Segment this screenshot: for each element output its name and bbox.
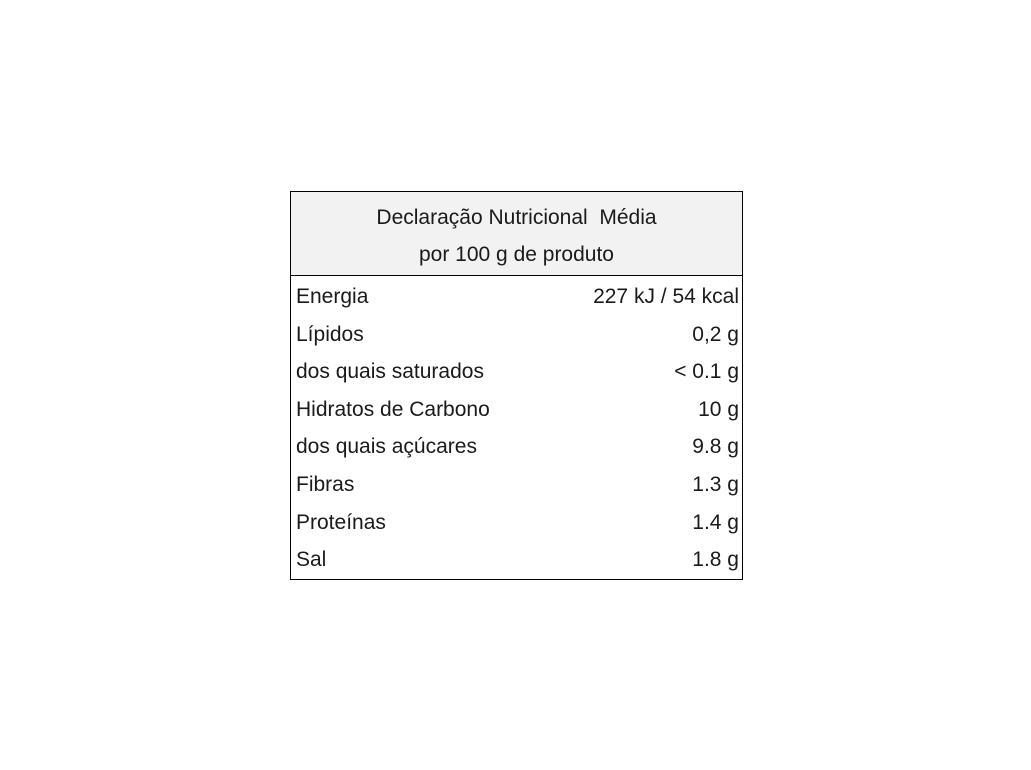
- row-label: Energia: [296, 285, 369, 308]
- table-subtitle: por 100 g de produto: [419, 243, 614, 266]
- row-label: Fibras: [296, 472, 355, 496]
- row-value: 227 kJ / 54 kcal: [593, 285, 739, 308]
- table-row: Proteínas 1.4 g: [291, 504, 742, 542]
- table-row: Fibras 1.3 g: [291, 466, 742, 504]
- table-row: Energia 227 kJ / 54 kcal: [291, 278, 742, 316]
- table-row: Hidratos de Carbono 10 g: [291, 391, 742, 429]
- table-row: Sal 1.8 g: [291, 541, 742, 579]
- row-value: 9.8 g: [692, 435, 739, 459]
- row-label: dos quais saturados: [296, 360, 484, 384]
- row-label: Proteínas: [296, 510, 386, 534]
- row-value: < 0.1 g: [674, 360, 739, 384]
- nutrition-table: Declaração Nutricional Média por 100 g d…: [290, 191, 743, 580]
- row-value: 1.3 g: [692, 472, 739, 496]
- table-row: Lípidos 0,2 g: [291, 316, 742, 354]
- row-label: Hidratos de Carbono: [296, 397, 490, 421]
- row-value: 0,2 g: [692, 322, 739, 346]
- row-value: 1.8 g: [692, 548, 739, 572]
- row-value: 1.4 g: [692, 510, 739, 534]
- table-body: Energia 227 kJ / 54 kcal Lípidos 0,2 g dos…: [291, 276, 742, 579]
- row-label: Sal: [296, 548, 327, 572]
- row-label: Lípidos: [296, 322, 364, 346]
- table-row: dos quais saturados < 0.1 g: [291, 353, 742, 391]
- table-row: dos quais açúcares 9.8 g: [291, 428, 742, 466]
- table-header: Declaração Nutricional Média por 100 g d…: [291, 192, 742, 276]
- row-label: dos quais açúcares: [296, 435, 477, 459]
- table-title: Declaração Nutricional Média: [376, 206, 657, 229]
- row-value: 10 g: [698, 397, 739, 421]
